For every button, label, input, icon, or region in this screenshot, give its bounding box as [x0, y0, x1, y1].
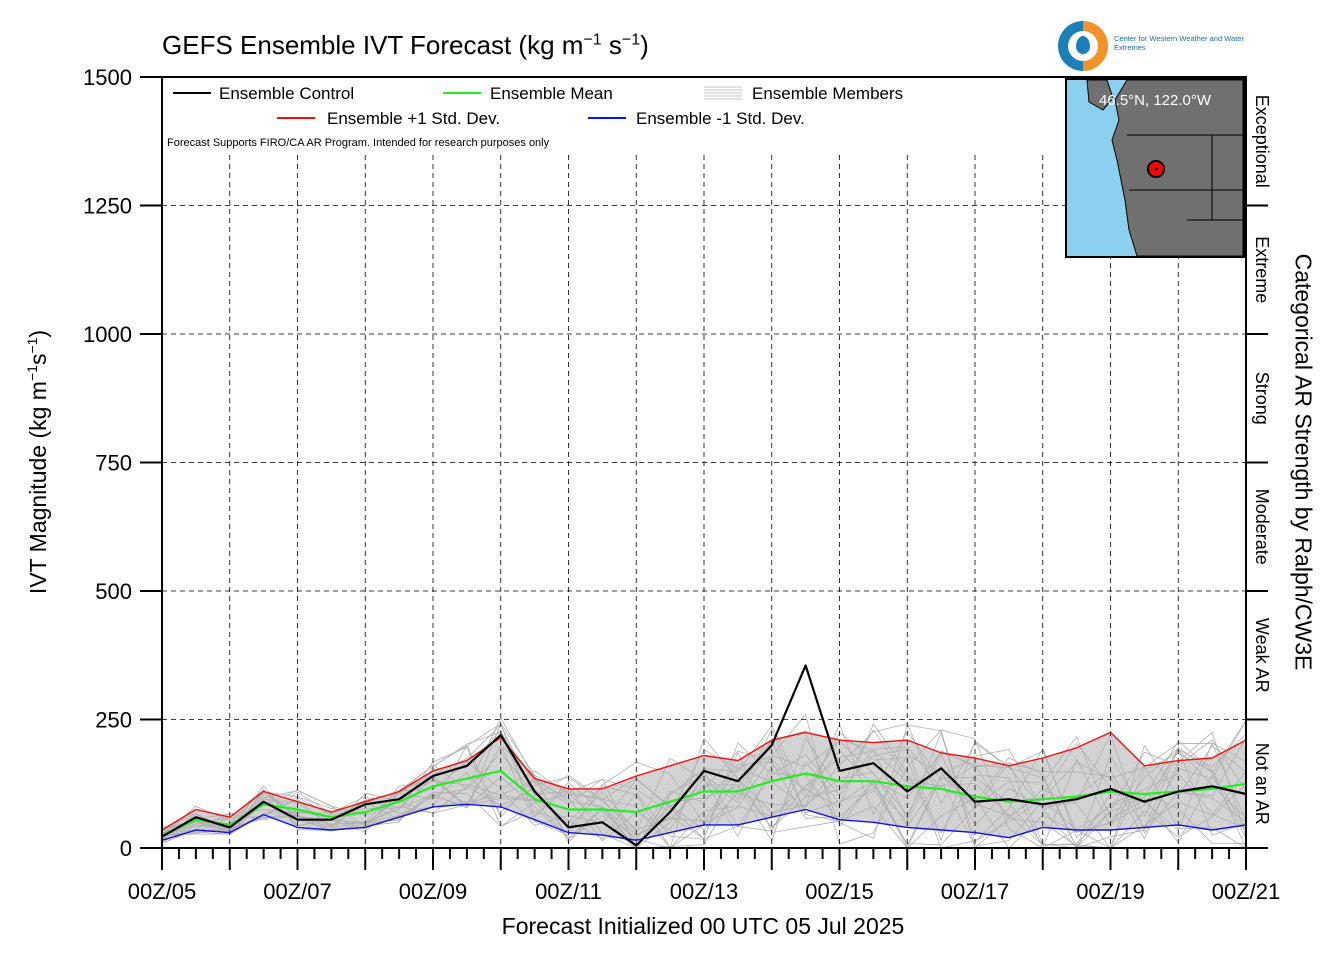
- x-tick-label: 00Z/11: [535, 879, 602, 904]
- right-axis-label: Categorical AR Strength by Ralph/CW3E: [1290, 253, 1317, 671]
- category-label: Moderate: [1252, 489, 1272, 565]
- location-map: 46.5°N, 122.0°W: [1065, 78, 1245, 258]
- category-label: Extreme: [1252, 236, 1272, 303]
- category-label: Exceptional: [1252, 95, 1272, 188]
- category-label: Strong: [1252, 372, 1272, 425]
- x-tick-label: 00Z/07: [263, 879, 332, 904]
- x-tick-label: 00Z/13: [670, 879, 739, 904]
- legend-plus-std: Ensemble +1 Std. Dev.: [327, 109, 500, 128]
- x-tick-label: 00Z/05: [128, 879, 197, 904]
- legend-members: Ensemble Members: [752, 84, 903, 103]
- legend-minus-std: Ensemble -1 Std. Dev.: [636, 109, 805, 128]
- legend-control: Ensemble Control: [219, 84, 354, 103]
- y-tick-label: 1250: [83, 194, 132, 219]
- x-tick-label: 00Z/21: [1212, 879, 1281, 904]
- map-label: 46.5°N, 122.0°W: [1098, 92, 1212, 109]
- logo-text: Center for Western Weather and Water Ext…: [1114, 34, 1244, 52]
- chart-title: GEFS Ensemble IVT Forecast (kg m−1 s−1): [162, 30, 649, 60]
- category-label: Not an AR: [1252, 743, 1272, 825]
- y-axis-label: IVT Magnitude (kg m−1s−1): [24, 329, 51, 595]
- category-label: Weak AR: [1252, 618, 1272, 693]
- member-line: [161, 722, 1247, 849]
- y-tick-label: 500: [95, 579, 132, 604]
- member-line: [161, 722, 1247, 849]
- y-tick-label: 250: [95, 708, 132, 733]
- y-tick-label: 0: [120, 836, 132, 861]
- member-line: [161, 720, 1247, 850]
- y-tick-label: 750: [95, 451, 132, 476]
- series-plus_std: [161, 731, 1247, 831]
- legend-mean: Ensemble Mean: [490, 84, 613, 103]
- y-tick-label: 1000: [83, 322, 132, 347]
- x-tick-label: 00Z/17: [941, 879, 1010, 904]
- x-tick-label: 00Z/09: [399, 879, 468, 904]
- x-axis-label: Forecast Initialized 00 UTC 05 Jul 2025: [501, 913, 905, 939]
- cw3e-logo-icon: [1058, 21, 1108, 71]
- series-control: [161, 664, 1247, 847]
- series-minus_std: [161, 803, 1247, 841]
- y-tick-label: 1500: [83, 65, 132, 90]
- x-tick-label: 00Z/15: [805, 879, 874, 904]
- cw3e-logo: Center for Western Weather and Water Ext…: [1058, 19, 1244, 73]
- forecast-note: Forecast Supports FIRO/CA AR Program. In…: [167, 137, 550, 149]
- x-tick-label: 00Z/19: [1076, 879, 1145, 904]
